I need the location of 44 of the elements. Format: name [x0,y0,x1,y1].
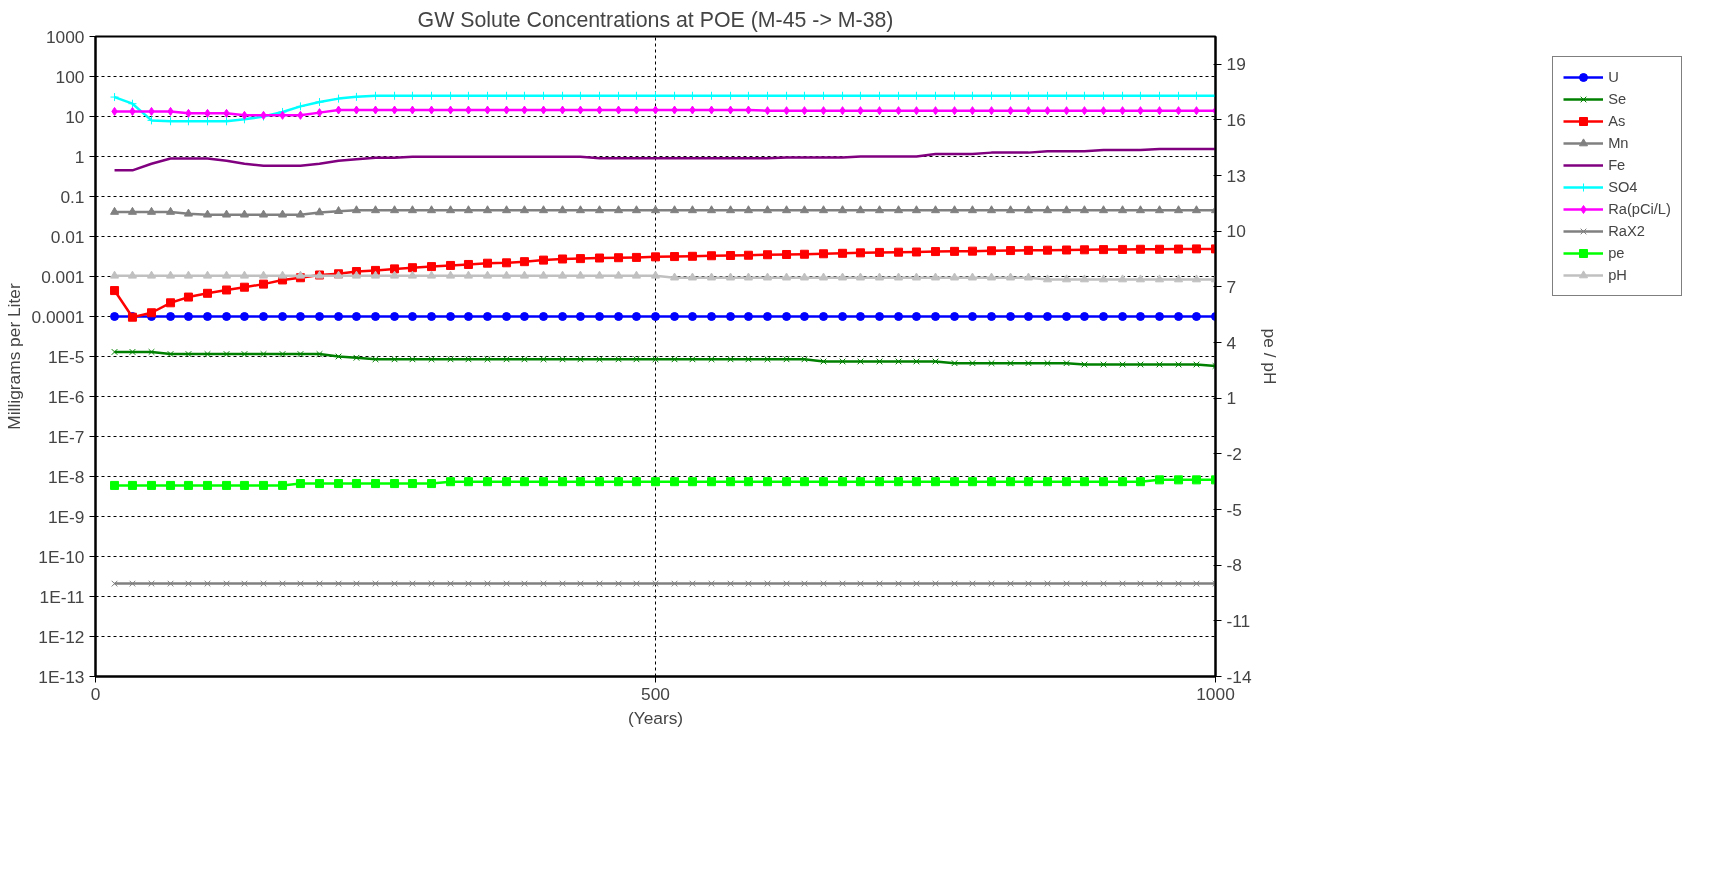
legend-label: pH [1608,267,1628,283]
y-tick-label: 1E-7 [47,426,85,447]
y2-tick-label: 7 [1226,276,1237,297]
x-axis-title: (Years) [627,707,684,728]
y2-tick-label: 19 [1226,54,1246,75]
y2-axis-title: pe / pH [1259,328,1280,385]
y-axis-title: Milligrams per Liter [3,283,24,430]
legend-label: Ra(pCi/L) [1608,201,1671,217]
y-tick-label: 1E-6 [47,386,85,407]
legend-label: Fe [1608,157,1627,173]
y-tick-label: 0.01 [50,226,85,247]
y2-tick-label: 16 [1226,109,1246,130]
y-tick-label: 1E-11 [39,586,85,607]
x-tick-label: 0 [90,683,101,704]
legend-label: pe [1608,245,1626,261]
y-tick-label: 1E-10 [38,546,85,567]
y2-tick-label: -11 [1226,610,1251,631]
y-tick-label: 100 [55,66,85,87]
y-tick-label: 1E-5 [47,346,85,367]
y2-tick-label: 10 [1226,221,1246,242]
y2-tick-label: 13 [1226,165,1246,186]
y-tick-label: 1E-12 [38,626,85,647]
y-tick-label: 1E-8 [47,466,85,487]
y-tick-label: 0.001 [41,266,85,287]
y-tick-label: 10 [65,106,85,127]
y-tick-label: 0.0001 [31,306,85,327]
y2-tick-label: -8 [1226,555,1242,576]
y2-tick-label: -2 [1226,443,1242,464]
y-tick-label: 0.1 [60,186,85,207]
y2-tick-label: 4 [1226,332,1237,353]
legend-label: RaX2 [1608,223,1645,239]
y-tick-label: 1000 [45,26,85,47]
y2-tick-label: 1 [1226,388,1237,409]
legend-label: Mn [1608,135,1629,151]
chart-title: GW Solute Concentrations at POE (M-45 -> M-38) [417,7,894,32]
y-tick-label: 1E-9 [47,506,85,527]
legend-label: Se [1608,91,1628,107]
legend-label: U [1608,69,1620,85]
legend-label: SO4 [1608,179,1638,195]
y-tick-label: 1E-13 [38,666,85,687]
y-tick-label: 1 [74,146,85,167]
y2-tick-label: -5 [1226,499,1242,520]
x-tick-label: 500 [641,683,670,704]
legend-label: As [1608,113,1627,129]
